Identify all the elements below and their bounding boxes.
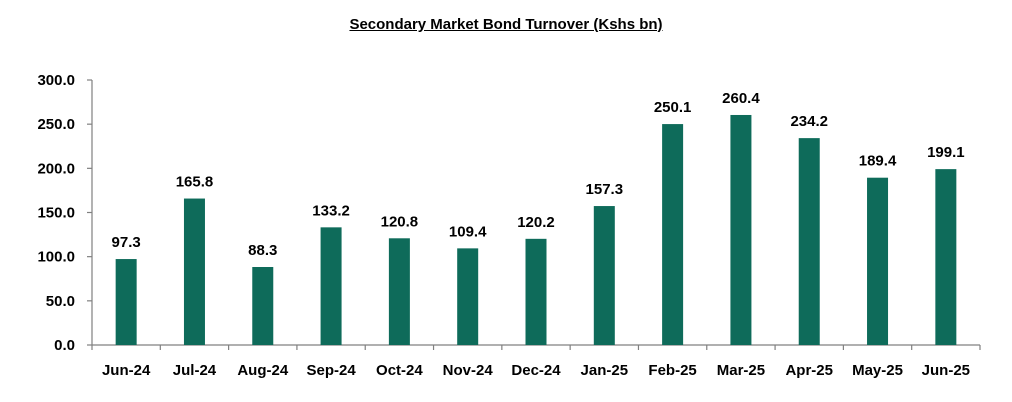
x-tick-label: Jul-24	[173, 362, 217, 379]
data-label: 189.4	[859, 153, 897, 170]
x-tick-label: Jan-25	[581, 362, 629, 379]
x-tick-label: Apr-25	[785, 362, 833, 379]
y-axis: 0.0 50.0 100.0 150.0 200.0 250.0 300.0	[37, 72, 93, 354]
data-label: 199.1	[927, 144, 965, 161]
data-label: 120.8	[381, 213, 419, 230]
chart-title: Secondary Market Bond Turnover (Kshs bn)	[349, 16, 663, 33]
y-tick-label: 300.0	[37, 72, 75, 89]
x-tick-label: Dec-24	[511, 362, 561, 379]
y-tick-label: 0.0	[54, 337, 75, 354]
x-tick-label: Jun-24	[102, 362, 151, 379]
bar-Apr-25	[798, 138, 820, 345]
x-tick-label: Feb-25	[648, 362, 696, 379]
y-tick-label: 150.0	[37, 205, 75, 222]
y-tick-label: 250.0	[37, 116, 75, 133]
data-label: 133.2	[312, 202, 350, 219]
data-label: 260.4	[722, 90, 760, 107]
data-label: 120.2	[517, 214, 555, 231]
bar-Mar-25	[730, 114, 752, 345]
x-tick-label: Nov-24	[443, 362, 494, 379]
bar-Aug-24	[252, 267, 274, 345]
bar-Nov-24	[457, 248, 479, 345]
data-labels: 97.3 165.8 88.3 133.2 120.8 109.4 120.2 157.3 25…	[112, 90, 965, 259]
bar-Sep-24	[320, 227, 342, 345]
data-label: 157.3	[586, 181, 624, 198]
bar-Jun-25	[935, 169, 957, 345]
x-axis: Jun-24 Jul-24 Aug-24 Sep-24 Oct-24 Nov-24 Dec-…	[91, 344, 981, 379]
bar-Jun-24	[115, 259, 137, 345]
data-label: 109.4	[449, 223, 487, 240]
x-tick-label: Mar-25	[717, 362, 765, 379]
data-label: 250.1	[654, 99, 692, 116]
data-label: 88.3	[248, 242, 277, 259]
bar-Oct-24	[388, 238, 410, 345]
x-tick-label: May-25	[852, 362, 903, 379]
data-label: 165.8	[176, 174, 214, 191]
bar-Jul-24	[183, 198, 205, 345]
data-label: 97.3	[112, 234, 141, 251]
y-tick-label: 200.0	[37, 160, 75, 177]
y-tick-label: 50.0	[46, 293, 75, 310]
data-label: 234.2	[790, 113, 828, 130]
x-tick-label: Jun-25	[922, 362, 970, 379]
x-tick-label: Aug-24	[237, 362, 288, 379]
bar-Jan-25	[593, 206, 615, 345]
bar-Dec-24	[525, 238, 547, 345]
bar-Feb-25	[662, 124, 684, 345]
bars	[115, 114, 957, 345]
x-tick-label: Oct-24	[376, 362, 423, 379]
bar-May-25	[867, 177, 889, 345]
x-tick-label: Sep-24	[306, 362, 356, 379]
y-tick-label: 100.0	[37, 249, 75, 266]
